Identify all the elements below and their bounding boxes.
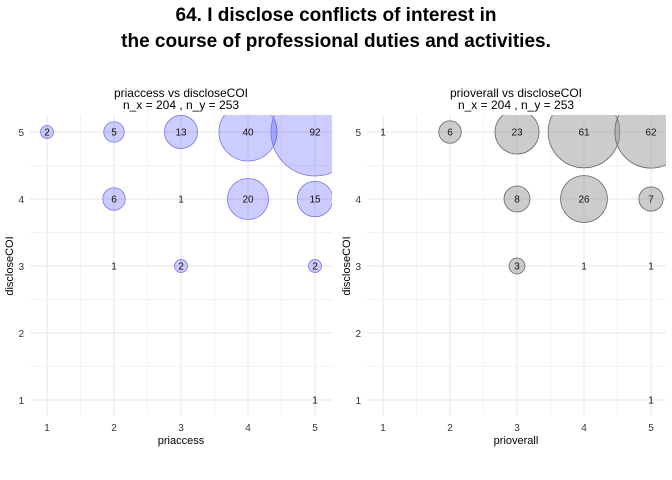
- panel-prioverall-bubble: [614, 115, 666, 169]
- panel-priaccess-bubble: [102, 187, 126, 211]
- panel-priaccess-bubble: [218, 115, 278, 162]
- panel-prioverall-bubble-label: 61: [578, 128, 590, 139]
- panel-prioverall-x-tick-label: 1: [380, 423, 386, 434]
- panel-priaccess-bubble-label: 2: [312, 262, 318, 273]
- panel-prioverall-bubble-label: 1: [380, 128, 386, 139]
- panel-priaccess-bubble: [103, 121, 125, 143]
- panel-priaccess-bubble-label: 92: [309, 128, 321, 139]
- chart-title: 64. I disclose conflicts of interest in …: [0, 0, 672, 60]
- panel-prioverall-x-tick-label: 2: [447, 423, 453, 434]
- panel-priaccess-bubble-label: 15: [309, 195, 321, 206]
- panel-priaccess-bubble-label: 20: [242, 195, 254, 206]
- panel-priaccess-bubble-label: 13: [175, 128, 187, 139]
- panel-priaccess-bubble-label: 1: [111, 262, 117, 273]
- panel-priaccess-bubble-label: 6: [111, 195, 117, 206]
- panel-priaccess-bubbles: [40, 115, 332, 273]
- panel-priaccess-x-axis-label: priaccess: [158, 435, 205, 447]
- panel-priaccess-bubble-label: 2: [178, 262, 184, 273]
- panel-priaccess-bubble-label: 2: [44, 128, 50, 139]
- panel-prioverall-x-axis-label: prioverall: [494, 435, 539, 447]
- panel-prioverall-bubble: [508, 257, 526, 275]
- panel-prioverall-x-tick-label: 5: [648, 423, 654, 434]
- panel-priaccess-grid: [30, 115, 332, 415]
- chart-title-line-1: 64. I disclose conflicts of interest in: [175, 5, 497, 26]
- panel-prioverall-bubble-label: 1: [648, 396, 654, 407]
- panel-priaccess-bubble-label: 40: [242, 128, 254, 139]
- chart-title-line-2: the course of professional duties and ac…: [121, 31, 551, 52]
- panel-prioverall-bubble-label: 1: [581, 262, 587, 273]
- panel-prioverall-bubble: [438, 120, 462, 144]
- panel-priaccess-y-tick-label: 2: [18, 329, 24, 340]
- panel-priaccess-y-tick-label: 1: [18, 396, 24, 407]
- panel-priaccess-x-tick-label: 2: [111, 423, 117, 434]
- panel-priaccess-bubble: [164, 115, 198, 149]
- panel-priaccess-x-tick-label: 5: [312, 423, 318, 434]
- panel-prioverall: prioverall vs discloseCOI n_x = 204 , n_…: [341, 86, 666, 447]
- panel-prioverall-bubbles: [438, 115, 666, 275]
- panel-priaccess-bubble: [174, 259, 188, 273]
- panel-priaccess-bubble: [296, 180, 332, 218]
- panel-prioverall-bubble: [494, 115, 540, 155]
- panel-prioverall-y-tick-label: 1: [355, 396, 361, 407]
- panel-prioverall-x-tick-label: 3: [514, 423, 520, 434]
- panel-prioverall-subtitle-line-1: prioverall vs discloseCOI: [450, 86, 582, 100]
- panel-priaccess-subtitle-line-2: n_x = 204 , n_y = 253: [123, 98, 239, 112]
- panel-priaccess-x-tick-label: 1: [44, 423, 50, 434]
- panel-priaccess-bubble: [40, 125, 54, 139]
- panel-prioverall-x-tick-label: 4: [581, 423, 587, 434]
- panel-prioverall-subtitle-line-2: n_x = 204 , n_y = 253: [458, 98, 574, 112]
- panel-prioverall-bubble-label: 26: [578, 195, 590, 206]
- panel-prioverall-bubble-label: 8: [514, 195, 520, 206]
- panel-priaccess-bubble: [227, 178, 269, 220]
- panel-priaccess: priaccess vs discloseCOI n_x = 204 , n_y…: [4, 86, 332, 447]
- panel-priaccess-x-tick-label: 4: [245, 423, 251, 434]
- panel-prioverall-y-tick-label: 4: [355, 195, 361, 206]
- panel-prioverall-bubble-label: 6: [447, 128, 453, 139]
- panel-prioverall-y-tick-label: 5: [355, 128, 361, 139]
- panel-priaccess-bubble: [270, 115, 332, 177]
- panel-priaccess-y-axis-label: discloseCOI: [4, 236, 16, 295]
- panel-prioverall-bubble-label: 7: [648, 195, 654, 206]
- panel-prioverall-grid: [367, 115, 666, 415]
- panel-prioverall-y-tick-label: 2: [355, 329, 361, 340]
- panel-prioverall-bubble: [503, 185, 531, 213]
- panel-prioverall-bubble-label: 23: [511, 128, 523, 139]
- panel-priaccess-bubble-label: 1: [312, 396, 318, 407]
- panel-priaccess-y-tick-label: 5: [18, 128, 24, 139]
- panel-priaccess-y-tick-label: 4: [18, 195, 24, 206]
- panel-priaccess-bubble: [308, 259, 322, 273]
- panel-prioverall-bubble-label: 1: [648, 262, 654, 273]
- panel-priaccess-x-tick-label: 3: [178, 423, 184, 434]
- panel-prioverall-y-tick-label: 3: [355, 262, 361, 273]
- panel-priaccess-subtitle-line-1: priaccess vs discloseCOI: [114, 86, 248, 100]
- panel-priaccess-bubble-label: 1: [178, 195, 184, 206]
- panel-prioverall-bubble-label: 3: [514, 262, 520, 273]
- panel-priaccess-bubble-label: 5: [111, 128, 117, 139]
- panel-prioverall-bubble-label: 62: [645, 128, 657, 139]
- panel-priaccess-plot-area: 1 2 3 4 5 1 2 3 4 5 2 5 13 40 92 6 1 20 15 1 2 2 1: [18, 115, 332, 434]
- panel-priaccess-y-tick-label: 3: [18, 262, 24, 273]
- panel-prioverall-bubble: [638, 186, 664, 212]
- panel-prioverall-y-axis-label: discloseCOI: [341, 236, 353, 295]
- panel-prioverall-bubble: [560, 175, 608, 223]
